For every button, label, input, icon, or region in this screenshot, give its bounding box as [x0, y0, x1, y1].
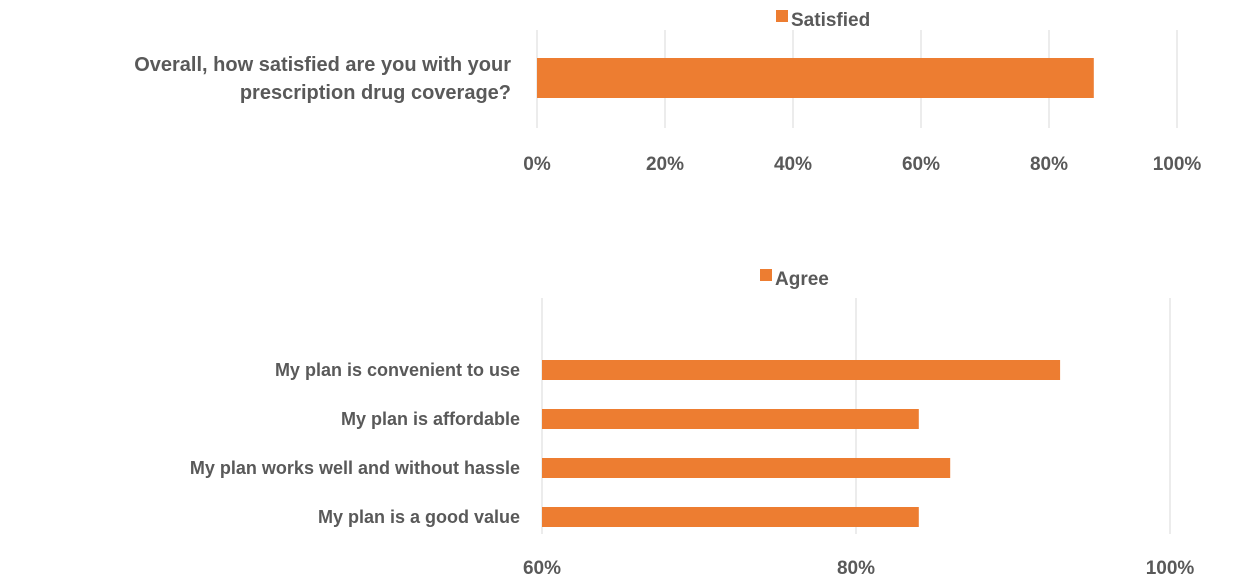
category-label-1-0: My plan is convenient to use — [275, 360, 520, 380]
bar-1-0 — [542, 360, 1061, 380]
category-label-1-1: My plan is affordable — [341, 409, 520, 429]
tick-label-0-3: 60% — [902, 154, 940, 175]
tick-label-0-2: 40% — [774, 154, 812, 175]
tick-label-0-4: 80% — [1030, 154, 1068, 175]
tick-label-0-1: 20% — [646, 154, 684, 175]
legend-label-0: Satisfied — [791, 10, 870, 31]
tick-label-1-1: 80% — [837, 558, 875, 575]
bar-1-2 — [542, 458, 951, 478]
category-label-1-3: My plan is a good value — [318, 507, 520, 527]
bar-1-3 — [542, 507, 919, 527]
tick-label-1-2: 100% — [1146, 558, 1195, 575]
tick-label-0-0: 0% — [523, 154, 551, 175]
tick-label-0-5: 100% — [1153, 154, 1202, 175]
category-label-1-2: My plan works well and without hassle — [190, 458, 520, 478]
category-label-0-0-line-0: Overall, how satisfied are you with your — [134, 54, 511, 76]
category-label-0-0-line-1: prescription drug coverage? — [240, 82, 511, 104]
bar-1-1 — [542, 409, 919, 429]
legend-label-1: Agree — [775, 269, 829, 290]
tick-label-1-0: 60% — [523, 558, 561, 575]
legend-swatch-1 — [760, 269, 772, 281]
bar-0-0 — [537, 58, 1094, 98]
legend-swatch-0 — [776, 10, 788, 22]
